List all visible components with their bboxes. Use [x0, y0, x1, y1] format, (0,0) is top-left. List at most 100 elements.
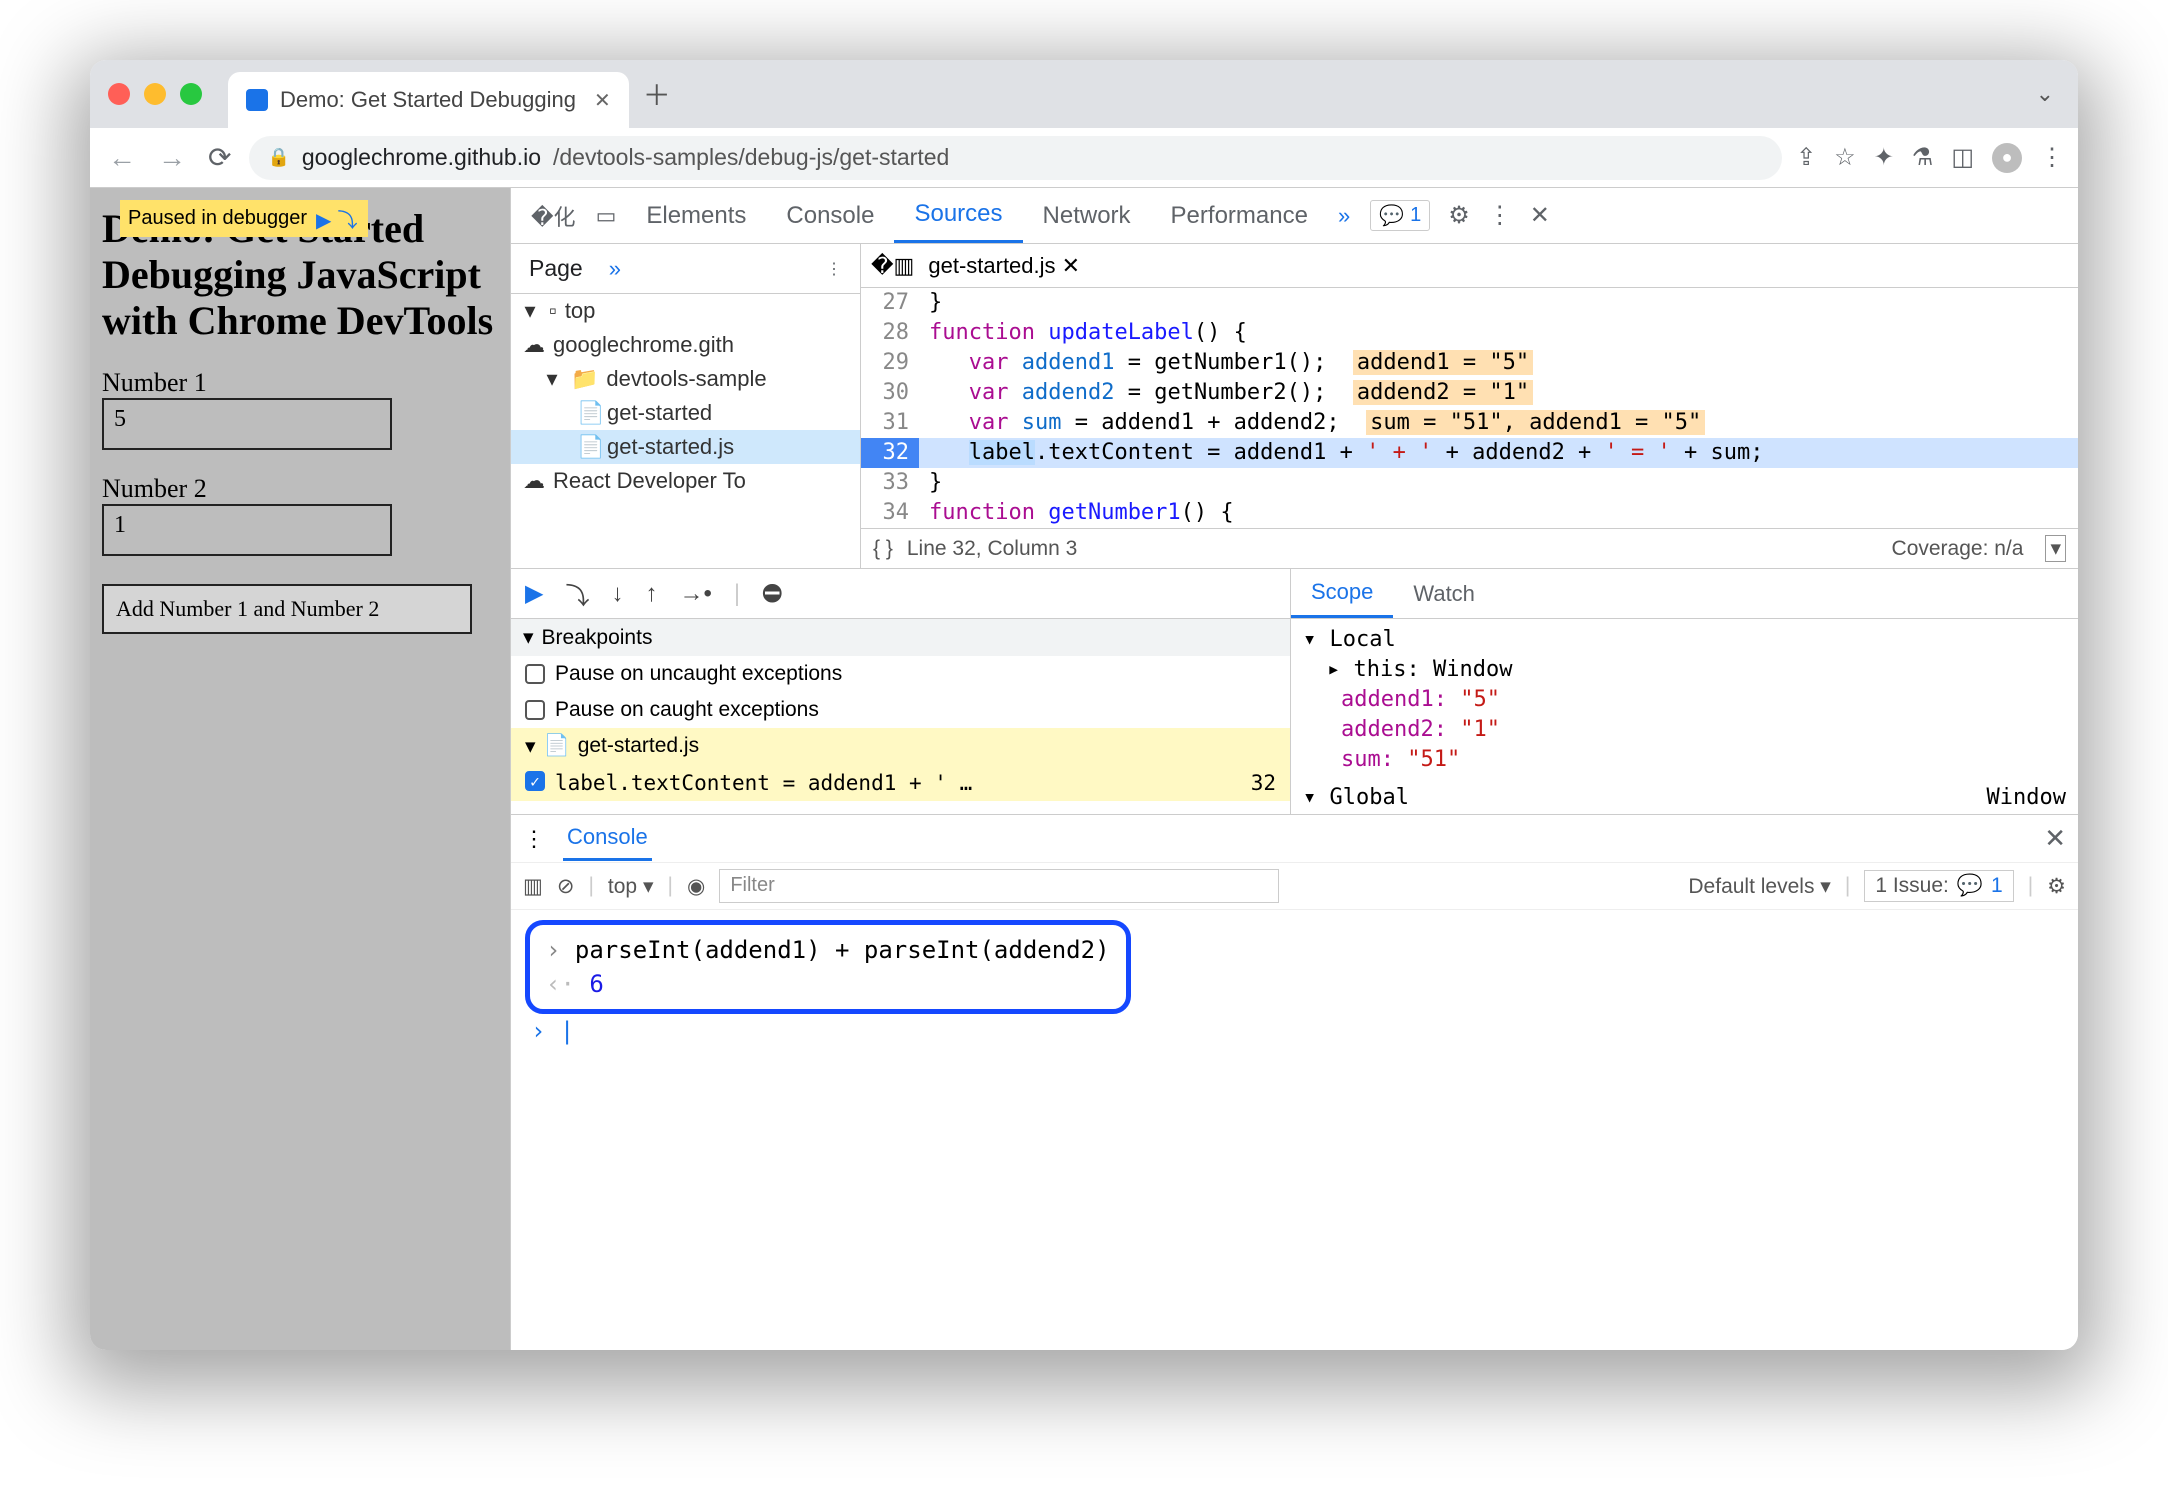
clear-console-icon[interactable]: ⊘: [557, 874, 575, 899]
number1-input[interactable]: 5: [102, 398, 392, 450]
format-icon[interactable]: { }: [873, 537, 893, 561]
issues-badge[interactable]: 💬 1: [1370, 200, 1430, 231]
code-editor[interactable]: 27} 28function updateLabel() { 29 var ad…: [861, 288, 2078, 528]
resume-button[interactable]: ▶: [525, 579, 543, 608]
tab-sources[interactable]: Sources: [894, 188, 1022, 243]
console-prompt[interactable]: › |: [525, 1014, 2064, 1048]
devtools-panel: �化 ▭ Elements Console Sources Network Pe…: [510, 188, 2078, 1350]
url-path: /devtools-samples/debug-js/get-started: [553, 144, 949, 171]
forward-icon[interactable]: →: [154, 138, 190, 178]
console-result: 6: [589, 970, 603, 998]
new-tab-button[interactable]: ＋: [643, 74, 671, 114]
cursor-position: Line 32, Column 3: [907, 537, 1077, 561]
sources-subtabs: Page » ⋮: [511, 244, 860, 294]
console-settings-icon[interactable]: ⚙: [2047, 874, 2066, 899]
log-levels[interactable]: Default levels ▾: [1688, 874, 1830, 899]
extensions-icon[interactable]: ✦: [1874, 143, 1894, 172]
breakpoint-line[interactable]: ✓label.textContent = addend1 + ' …32: [511, 765, 1290, 801]
scope-global[interactable]: ▾ GlobalWindow: [1291, 781, 2078, 814]
file-tree: ▾▫ top ☁googlechrome.gith ▾📁 devtools-sa…: [511, 294, 861, 498]
tabs-menu-icon[interactable]: ⌄: [2036, 81, 2054, 107]
device-toggle-icon[interactable]: ▭: [586, 188, 627, 243]
live-expression-icon[interactable]: ◉: [687, 874, 705, 899]
number1-label: Number 1: [102, 368, 498, 398]
add-button[interactable]: Add Number 1 and Number 2: [102, 584, 472, 634]
profile-avatar-icon[interactable]: ●: [1992, 143, 2022, 173]
paused-label: Paused in debugger: [128, 207, 307, 230]
step-out-button[interactable]: ↑: [645, 580, 657, 608]
paused-banner: Paused in debugger ▶⤵: [120, 200, 368, 237]
tab-performance[interactable]: Performance: [1151, 188, 1328, 243]
bookmark-icon[interactable]: ☆: [1834, 143, 1856, 172]
favicon-icon: [246, 89, 268, 111]
tab-console[interactable]: Console: [766, 188, 894, 243]
reload-icon[interactable]: ⟳: [204, 137, 235, 178]
editor-status: { } Line 32, Column 3 Coverage: n/a ▾: [861, 528, 2078, 568]
toggle-navigator-icon[interactable]: �▥: [871, 253, 914, 279]
close-drawer-icon[interactable]: ✕: [2044, 823, 2066, 854]
close-tab-icon[interactable]: ✕: [588, 88, 611, 113]
breakpoints-header[interactable]: ▾ Breakpoints: [511, 619, 1290, 656]
inspect-icon[interactable]: �化: [521, 188, 586, 243]
subtab-more-icon[interactable]: »: [601, 256, 621, 282]
tab-network[interactable]: Network: [1023, 188, 1151, 243]
menu-icon[interactable]: ⋮: [2040, 143, 2064, 172]
tab-title: Demo: Get Started Debugging: [280, 87, 576, 113]
tree-file-js[interactable]: 📄get-started.js: [511, 430, 860, 464]
coverage-menu-icon[interactable]: ▾: [2045, 535, 2066, 562]
console-menu-icon[interactable]: ⋮: [523, 826, 545, 852]
subtab-page[interactable]: Page: [511, 255, 601, 282]
titlebar: Demo: Get Started Debugging ✕ ＋ ⌄: [90, 60, 2078, 128]
sidepanel-icon[interactable]: ◫: [1951, 143, 1974, 172]
labs-icon[interactable]: ⚗: [1912, 143, 1934, 172]
number2-input[interactable]: 1: [102, 504, 392, 556]
subtab-menu-icon[interactable]: ⋮: [808, 259, 860, 279]
context-selector[interactable]: top ▾: [608, 874, 654, 899]
close-devtools-icon[interactable]: ✕: [1530, 201, 1550, 230]
tab-watch[interactable]: Watch: [1393, 569, 1495, 618]
coverage-label: Coverage: n/a: [1892, 537, 2024, 561]
console-tab[interactable]: Console: [563, 816, 652, 861]
pause-uncaught-checkbox[interactable]: Pause on uncaught exceptions: [511, 656, 1290, 692]
console-sidebar-icon[interactable]: ▥: [523, 874, 543, 899]
traffic-lights: [108, 83, 202, 105]
debugger-row: ▶ ⤵ ↓ ↑ →• | ⛔︎ ▾ Breakpoints Pause on u…: [511, 568, 2078, 814]
step-into-button[interactable]: ↓: [611, 580, 623, 608]
tree-file-html[interactable]: 📄get-started: [511, 396, 860, 430]
console-toolbar: ▥ ⊘ | top ▾ | ◉ Filter Default levels ▾ …: [511, 862, 2078, 910]
close-window-icon[interactable]: [108, 83, 130, 105]
console-highlight: › parseInt(addend1) + parseInt(addend2) …: [525, 920, 1131, 1014]
tab-elements[interactable]: Elements: [626, 188, 766, 243]
step-over-icon[interactable]: ⤵: [334, 210, 360, 232]
browser-window: Demo: Get Started Debugging ✕ ＋ ⌄ ← → ⟳ …: [90, 60, 2078, 1350]
minimize-window-icon[interactable]: [144, 83, 166, 105]
url-field[interactable]: 🔒 googlechrome.github.io/devtools-sample…: [249, 136, 1782, 180]
console-input-expr: parseInt(addend1) + parseInt(addend2): [575, 936, 1110, 964]
back-icon[interactable]: ←: [104, 138, 140, 178]
resume-icon[interactable]: ▶: [313, 210, 334, 232]
deactivate-bp-button[interactable]: ⛔︎: [762, 580, 782, 608]
page-content: Paused in debugger ▶⤵ Demo: Get Started …: [90, 188, 510, 1350]
console-filter-input[interactable]: Filter: [719, 869, 1279, 903]
scope-body: ▾ Local ▸ this: Window addend1: "5" adde…: [1291, 619, 2078, 781]
step-over-button[interactable]: ⤵: [565, 576, 589, 611]
settings-icon[interactable]: ⚙: [1448, 201, 1470, 230]
url-host: googlechrome.github.io: [302, 144, 541, 171]
tree-origin[interactable]: ☁googlechrome.gith: [511, 328, 860, 362]
share-icon[interactable]: ⇪: [1796, 143, 1816, 172]
more-tabs-icon[interactable]: »: [1328, 188, 1360, 243]
console-output: › parseInt(addend1) + parseInt(addend2) …: [511, 910, 2078, 1058]
kebab-icon[interactable]: ⋮: [1488, 201, 1512, 230]
maximize-window-icon[interactable]: [180, 83, 202, 105]
console-issues[interactable]: 1 Issue: 💬 1: [1864, 870, 2013, 902]
toolbar-right: ⇪ ☆ ✦ ⚗ ◫ ● ⋮: [1796, 143, 2064, 173]
pause-caught-checkbox[interactable]: Pause on caught exceptions: [511, 692, 1290, 728]
step-button[interactable]: →•: [679, 580, 711, 608]
tree-top[interactable]: ▾▫ top: [511, 294, 860, 328]
file-tab[interactable]: get-started.js ✕: [928, 253, 1080, 279]
breakpoint-file[interactable]: ▾ 📄 get-started.js: [511, 728, 1290, 765]
tab-scope[interactable]: Scope: [1291, 569, 1393, 618]
browser-tab[interactable]: Demo: Get Started Debugging ✕: [228, 72, 629, 128]
tree-react[interactable]: ☁React Developer To: [511, 464, 860, 498]
tree-folder[interactable]: ▾📁 devtools-sample: [511, 362, 860, 396]
